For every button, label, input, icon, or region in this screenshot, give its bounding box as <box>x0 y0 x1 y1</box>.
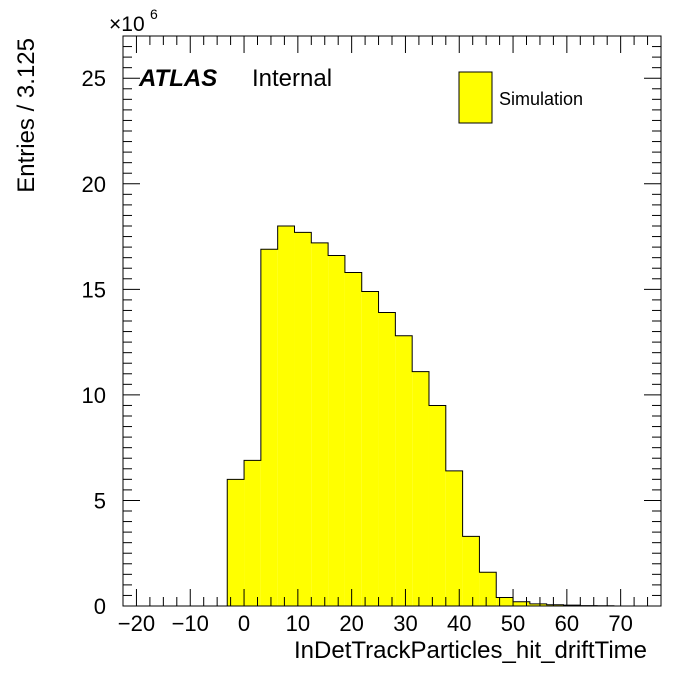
histogram-bar <box>345 272 362 606</box>
y-scale-exponent: 6 <box>150 6 158 22</box>
legend: Simulation <box>459 72 583 123</box>
y-tick-label: 15 <box>82 277 106 302</box>
histogram-bar <box>311 243 328 606</box>
histogram-bar <box>479 572 496 606</box>
y-tick-label: 5 <box>94 488 106 513</box>
histogram-bar <box>379 313 396 606</box>
x-tick-label: 50 <box>501 611 525 636</box>
histogram-bar <box>294 232 311 606</box>
x-axis-title: InDetTrackParticles_hit_driftTime <box>294 637 647 664</box>
y-axis-title: Entries / 3.125 <box>13 38 40 193</box>
y-tick-label: 25 <box>82 66 106 91</box>
histogram-bar <box>261 249 278 606</box>
x-tick-label: 40 <box>447 611 471 636</box>
histogram-bar <box>463 536 480 606</box>
histogram-bar <box>278 226 295 606</box>
x-tick-label: 30 <box>393 611 417 636</box>
y-tick-label: 20 <box>82 172 106 197</box>
x-tick-label: 20 <box>339 611 363 636</box>
histogram-bar <box>412 372 429 606</box>
atlas-label: ATLAS <box>138 65 217 92</box>
y-scale-factor: ×10 <box>109 13 145 36</box>
x-tick-label: −20 <box>118 611 155 636</box>
x-tick-label: 0 <box>238 611 250 636</box>
legend-swatch-simulation <box>459 72 492 123</box>
y-tick-label: 0 <box>94 594 106 619</box>
histogram-bar <box>496 598 513 606</box>
histogram-bar <box>244 460 261 606</box>
histogram-bar <box>227 479 244 606</box>
x-tick-label: −10 <box>172 611 209 636</box>
histogram-bar <box>328 256 345 606</box>
histogram-bars <box>227 226 614 606</box>
legend-label-simulation: Simulation <box>499 89 583 109</box>
histogram-bar <box>446 471 463 606</box>
histogram-bar <box>513 602 530 606</box>
status-label: Internal <box>252 65 332 92</box>
x-tick-label: 70 <box>608 611 632 636</box>
histogram-bar <box>395 336 412 606</box>
histogram-bar <box>429 405 446 606</box>
x-tick-label: 60 <box>555 611 579 636</box>
y-tick-label: 10 <box>82 383 106 408</box>
x-tick-label: 10 <box>286 611 310 636</box>
histogram-bar <box>362 291 379 606</box>
